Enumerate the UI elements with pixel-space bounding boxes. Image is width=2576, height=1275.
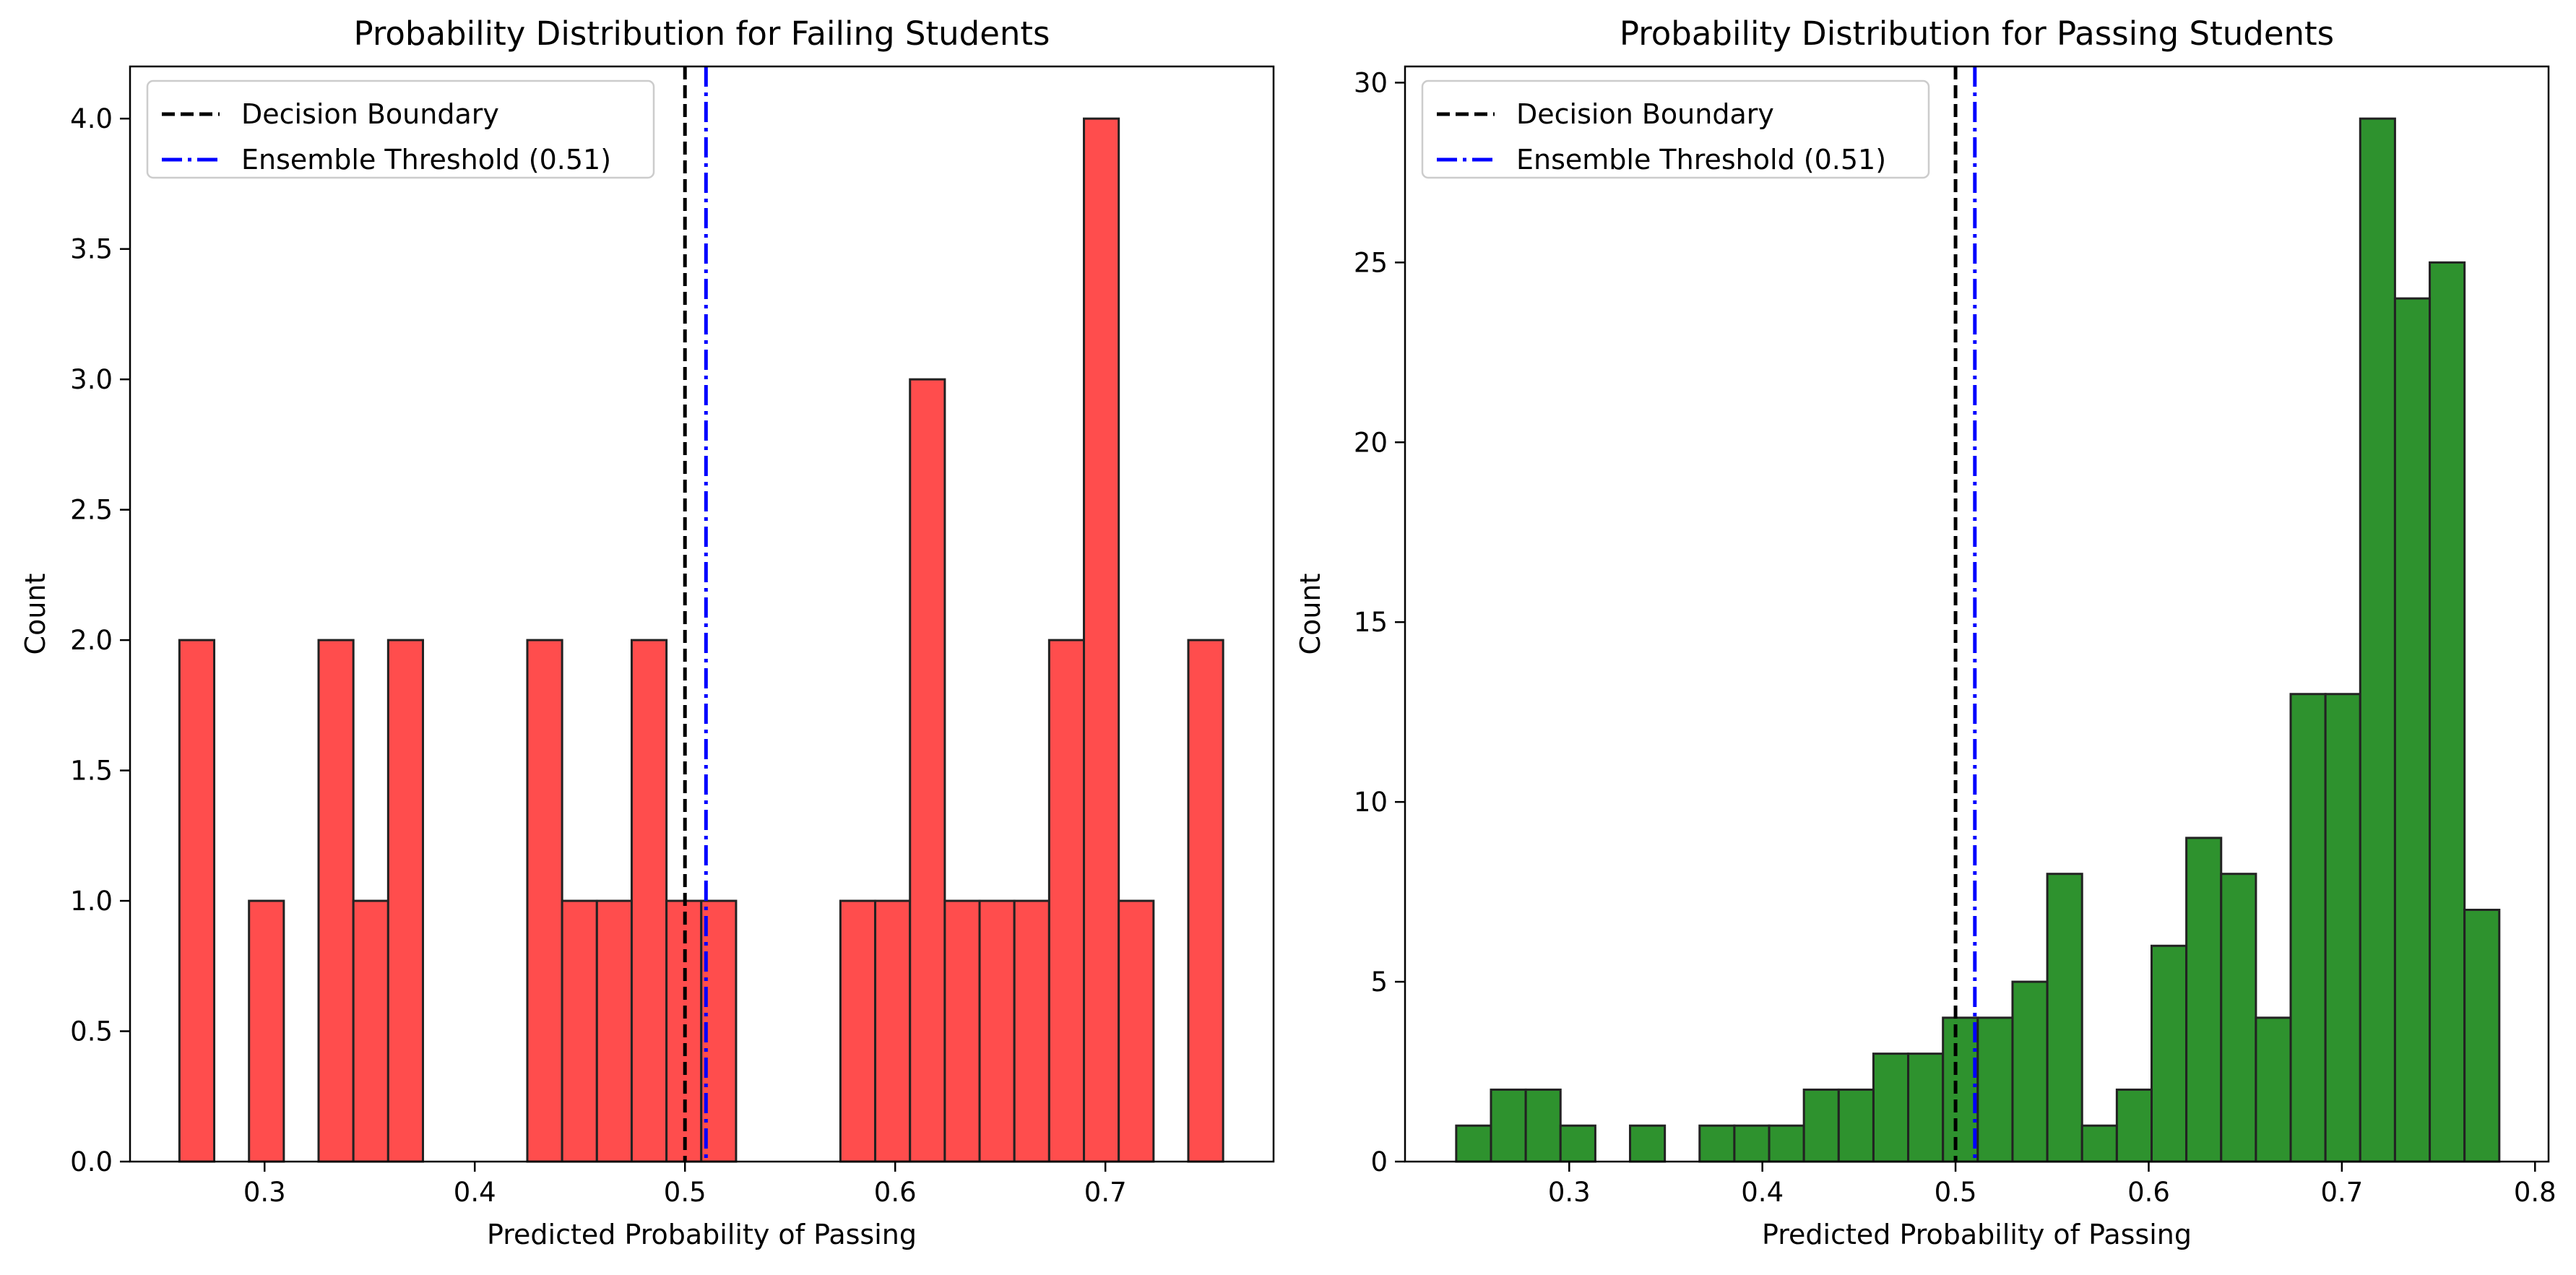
histogram-bar [1942, 1016, 1979, 1163]
x-axis-label: Predicted Probability of Passing [1762, 1219, 2192, 1250]
histogram-bar [2324, 693, 2361, 1163]
histogram-bar [2255, 1016, 2292, 1163]
histogram-bar [1976, 1016, 2014, 1163]
histogram-bar [2220, 873, 2257, 1163]
passing-students-panel: Probability Distribution for Passing Stu… [1295, 14, 2556, 1250]
histogram-bar [1083, 117, 1120, 1163]
histogram-bar [317, 639, 355, 1163]
histogram-bar [2185, 837, 2223, 1163]
y-tick-label: 30 [1354, 67, 1388, 98]
histogram-bar [2359, 117, 2396, 1163]
histogram-bar [1768, 1124, 1805, 1163]
chart-title: Probability Distribution for Failing Stu… [353, 14, 1050, 53]
histogram-bar [1524, 1088, 1562, 1163]
y-axis-label: Count [1295, 574, 1326, 655]
histogram-bar [943, 899, 981, 1163]
histogram-bar [2393, 297, 2432, 1163]
legend-entry-label: Ensemble Threshold (0.51) [241, 144, 611, 176]
histogram-bar [1629, 1124, 1667, 1163]
histogram-bars [178, 117, 1224, 1163]
histogram-bar [1802, 1088, 1840, 1163]
histogram-bar [178, 639, 216, 1163]
y-tick-label: 1.5 [70, 756, 113, 787]
histogram-bar [1013, 899, 1050, 1163]
y-tick-label: 1.0 [70, 886, 113, 917]
y-tick-label: 4.0 [70, 103, 113, 134]
histogram-bar [874, 899, 912, 1163]
axes-frame [129, 65, 1275, 1163]
histogram-bar [386, 639, 424, 1163]
histogram-bar [630, 639, 668, 1163]
histogram-bar [2289, 693, 2327, 1163]
histogram-bar [1698, 1124, 1736, 1163]
histogram-bar [595, 899, 633, 1163]
y-tick-label: 20 [1354, 427, 1388, 458]
axes-frame [1404, 65, 2550, 1163]
histogram-bars [1455, 117, 2501, 1163]
y-tick-label: 3.0 [70, 364, 113, 395]
histogram-bar [909, 378, 946, 1163]
x-tick-label: 0.4 [454, 1177, 496, 1208]
legend-box [146, 79, 655, 179]
y-tick-label: 2.5 [70, 495, 113, 526]
y-tick-label: 5 [1370, 967, 1388, 998]
x-tick-label: 0.6 [2127, 1177, 2170, 1208]
histogram-bar [352, 899, 389, 1163]
histogram-bar [1490, 1088, 1527, 1163]
legend: Decision Boundary Ensemble Threshold (0.5… [146, 79, 655, 179]
y-tick-label: 25 [1354, 247, 1388, 278]
histogram-bar [1872, 1053, 1910, 1163]
histogram-bar [2150, 944, 2188, 1163]
x-axis-label: Predicted Probability of Passing [487, 1219, 917, 1250]
y-tick-label: 3.5 [70, 234, 113, 265]
x-tick-label: 0.6 [874, 1177, 917, 1208]
histogram-bar [2011, 980, 2049, 1163]
histogram-bar [1455, 1124, 1492, 1163]
legend: Decision Boundary Ensemble Threshold (0.5… [1421, 79, 1930, 179]
y-tick-label: 0.5 [70, 1016, 113, 1047]
chart-title: Probability Distribution for Passing Stu… [1620, 14, 2334, 53]
legend-entry-label: Ensemble Threshold (0.51) [1516, 144, 1886, 176]
histogram-bar [2115, 1088, 2153, 1163]
y-axis-label: Count [20, 574, 51, 655]
histogram-bar [1733, 1124, 1771, 1163]
histogram-bar [1047, 639, 1086, 1163]
y-tick-label: 10 [1354, 787, 1388, 818]
histogram-bar [2463, 908, 2501, 1163]
histogram-bar [978, 899, 1016, 1163]
x-tick-label: 0.8 [2514, 1177, 2556, 1208]
x-tick-label: 0.5 [1935, 1177, 1977, 1208]
x-tick-label: 0.3 [243, 1177, 286, 1208]
histogram-bar [1559, 1124, 1596, 1163]
x-tick-label: 0.3 [1548, 1177, 1591, 1208]
histogram-bar [561, 899, 598, 1163]
histogram-bar [2429, 261, 2466, 1163]
failing-students-panel: Probability Distribution for Failing Stu… [20, 14, 1275, 1250]
legend-entry-label: Decision Boundary [241, 98, 499, 130]
histogram-bar [1187, 639, 1224, 1163]
histogram-bar [526, 639, 563, 1163]
x-tick-label: 0.7 [2320, 1177, 2363, 1208]
legend-entry-label: Decision Boundary [1516, 98, 1774, 130]
x-tick-label: 0.5 [664, 1177, 706, 1208]
y-tick-label: 2.0 [70, 625, 113, 656]
histogram-bar [1907, 1053, 1945, 1163]
y-tick-label: 15 [1354, 607, 1388, 638]
histogram-bar [2080, 1124, 2118, 1163]
histogram-bar [248, 899, 285, 1163]
y-tick-label: 0 [1370, 1146, 1388, 1177]
histogram-bar [2046, 873, 2083, 1163]
histogram-bar [839, 899, 877, 1163]
histogram-bar [1118, 899, 1155, 1163]
legend-box [1421, 79, 1930, 179]
histogram-bar [1837, 1088, 1875, 1163]
x-tick-label: 0.4 [1741, 1177, 1784, 1208]
x-tick-label: 0.7 [1084, 1177, 1127, 1208]
y-tick-label: 0.0 [70, 1146, 113, 1177]
